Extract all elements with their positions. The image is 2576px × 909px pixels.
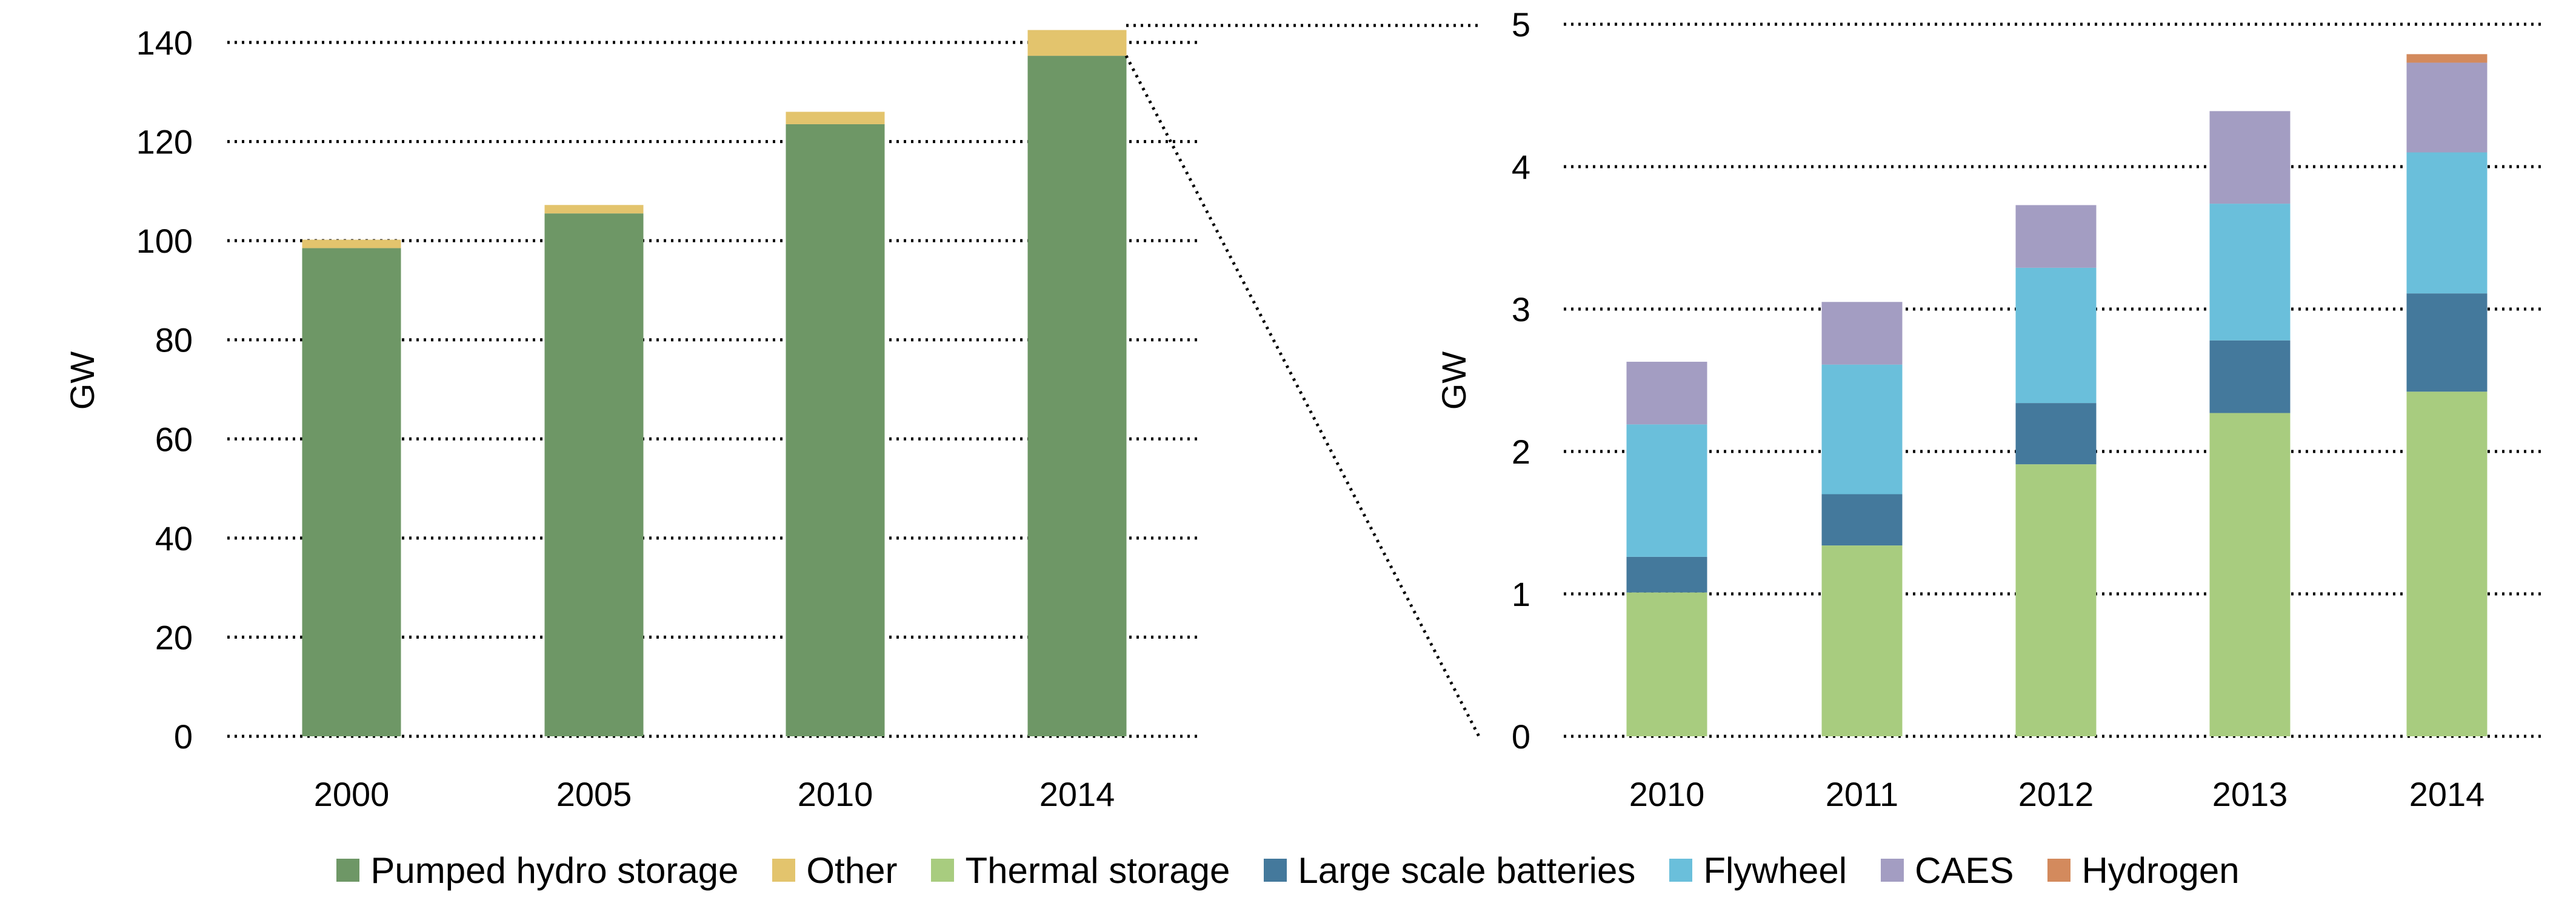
legend-swatch [2047, 859, 2071, 882]
bar-segment-caes [2209, 111, 2291, 204]
chart-right-panel: 0 1 2 3 4 5 2010 2011 2012 2013 2014 GW [1435, 5, 2546, 813]
legend-swatch [336, 859, 360, 882]
bar-segment-thermal-storage [2406, 391, 2488, 736]
bar-segment-thermal-storage [2015, 464, 2097, 736]
legend-swatch [931, 859, 955, 882]
bar-segment-large-scale-batteries [2406, 293, 2488, 392]
x-tick-label: 2005 [556, 775, 632, 813]
bar-segment-thermal-storage [1626, 592, 1707, 736]
y-tick-label: 0 [174, 718, 193, 756]
zoom-line-bottom [1124, 55, 1481, 738]
legend-label: CAES [1915, 850, 2014, 891]
legend-label: Other [806, 850, 898, 891]
bar-segment-other [1027, 30, 1127, 56]
bar-segment-hydrogen [2406, 54, 2488, 63]
legend-item: Other [772, 850, 897, 891]
y-tick-label: 140 [136, 24, 193, 62]
bar-segment-pumped-hydro-storage [1027, 56, 1127, 736]
bar-segment-other [302, 239, 401, 248]
bar-segment-other [544, 205, 644, 214]
y-tick-label: 4 [1512, 148, 1530, 186]
x-tick-label: 2010 [1629, 775, 1705, 813]
y-tick-label: 20 [155, 618, 193, 656]
bar-segment-pumped-hydro-storage [786, 124, 885, 737]
x-tick-label: 2013 [2212, 775, 2288, 813]
y-axis-title: GW [1435, 351, 1473, 410]
y-tick-label: 40 [155, 519, 193, 558]
y-tick-label: 3 [1512, 290, 1530, 328]
x-tick-label: 2011 [1826, 775, 1898, 813]
bar-segment-flywheel [1626, 424, 1707, 557]
y-tick-label: 1 [1512, 575, 1530, 613]
bar-segment-caes [1821, 302, 1903, 365]
legend-swatch [1264, 859, 1287, 882]
bar-segment-large-scale-batteries [2209, 340, 2291, 413]
bar-segment-flywheel [2209, 204, 2291, 341]
bar-segment-large-scale-batteries [1821, 494, 1903, 546]
chart-left-panel: 0 20 40 60 80 100 120 140 2000 2005 2010 2014 GW [63, 24, 1197, 813]
legend-label: Flywheel [1703, 850, 1847, 891]
y-tick-label: 0 [1512, 718, 1530, 756]
y-tick-label: 80 [155, 321, 193, 359]
x-tick-label: 2012 [2018, 775, 2094, 813]
y-tick-label: 120 [136, 123, 193, 161]
y-axis-title: GW [63, 351, 101, 410]
bar-segment-large-scale-batteries [2015, 403, 2097, 465]
legend-item: Flywheel [1669, 850, 1847, 891]
bar-segment-flywheel [2406, 152, 2488, 294]
legend-item: Pumped hydro storage [336, 850, 738, 891]
x-tick-label: 2010 [798, 775, 873, 813]
legend-item: CAES [1881, 850, 2014, 891]
bar-segment-caes [2406, 62, 2488, 153]
x-tick-label: 2014 [2409, 775, 2485, 813]
bar-segment-caes [2015, 205, 2097, 268]
legend-swatch [1669, 859, 1693, 882]
bar-segment-thermal-storage [1821, 545, 1903, 736]
legend-label: Large scale batteries [1298, 850, 1636, 891]
legend-swatch [772, 859, 796, 882]
y-tick-label: 100 [136, 222, 193, 260]
bar-segment-pumped-hydro-storage [544, 213, 644, 736]
legend-item: Large scale batteries [1264, 850, 1635, 891]
chart-legend: Pumped hydro storage Other Thermal storage… [0, 840, 2576, 901]
bar-segment-thermal-storage [2209, 413, 2291, 736]
bar-segment-flywheel [1821, 364, 1903, 494]
legend-label: Pumped hydro storage [370, 850, 739, 891]
bar-segment-flywheel [2015, 267, 2097, 404]
bar-segment-caes [1626, 361, 1707, 425]
bar-segment-pumped-hydro-storage [302, 248, 401, 736]
legend-item: Thermal storage [931, 850, 1230, 891]
bar-segment-large-scale-batteries [1626, 556, 1707, 593]
bar-segment-other [786, 112, 885, 124]
x-tick-label: 2014 [1039, 775, 1115, 813]
zoom-connector [1124, 24, 1481, 738]
x-tick-label: 2000 [314, 775, 390, 813]
y-tick-label: 2 [1512, 433, 1530, 471]
legend-label: Thermal storage [965, 850, 1230, 891]
legend-label: Hydrogen [2081, 850, 2240, 891]
y-tick-label: 5 [1512, 5, 1530, 44]
legend-item: Hydrogen [2047, 850, 2240, 891]
y-tick-label: 60 [155, 420, 193, 458]
legend-swatch [1881, 859, 1904, 882]
